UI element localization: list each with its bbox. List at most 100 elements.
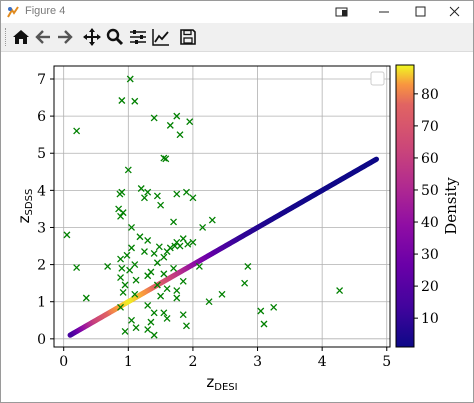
outlier-marker xyxy=(136,233,144,241)
outlier-marker xyxy=(121,327,129,335)
outlier-marker xyxy=(160,154,168,162)
outlier-marker xyxy=(189,194,197,202)
outlier-marker xyxy=(195,262,203,270)
outlier-stroke xyxy=(171,242,179,250)
y-axis-label: zSDSS xyxy=(15,189,35,224)
outlier-stroke xyxy=(144,237,152,244)
outlier-marker xyxy=(73,264,81,272)
colorbar-tick-label: 70 xyxy=(421,119,439,135)
outlier-marker xyxy=(131,97,139,105)
outlier-marker xyxy=(117,303,125,311)
figure-app-icon xyxy=(7,6,19,18)
outlier-stroke xyxy=(179,277,187,285)
outlier-stroke xyxy=(104,262,112,270)
outlier-series xyxy=(63,75,344,339)
outlier-marker xyxy=(336,287,344,295)
y-tick-label: 5 xyxy=(37,146,46,162)
axes-frame xyxy=(53,65,391,348)
outlier-marker xyxy=(153,192,161,200)
outlier-stroke xyxy=(115,205,123,213)
outlier-marker xyxy=(208,216,216,224)
outlier-stroke xyxy=(131,261,139,269)
outlier-stroke xyxy=(157,201,165,209)
outlier-stroke xyxy=(131,97,139,105)
close-button[interactable] xyxy=(437,1,473,23)
density-point xyxy=(125,299,131,305)
outlier-stroke xyxy=(186,118,194,126)
restore-tab-button[interactable] xyxy=(323,1,359,23)
colorbar-frame xyxy=(395,64,415,348)
outlier-stroke xyxy=(160,309,168,317)
outlier-stroke xyxy=(162,155,170,163)
figure-canvas[interactable]: 0 1 2 3 4 5 0 1 2 3 4 5 6 7 zDESI zSDSS 10 20 30 40 50 60… xyxy=(1,53,473,401)
y-axis: 0 1 2 3 4 5 6 7 xyxy=(37,72,54,348)
outlier-marker xyxy=(150,331,158,339)
x-axis-label: zDESI xyxy=(206,373,237,393)
outlier-stroke xyxy=(163,248,171,256)
outlier-stroke xyxy=(118,97,126,104)
outlier-marker xyxy=(162,155,170,163)
outlier-stroke xyxy=(155,243,163,251)
configure-subplots-button[interactable] xyxy=(127,26,149,48)
outlier-marker xyxy=(257,307,265,315)
outlier-marker xyxy=(184,240,192,248)
arrow-right-icon xyxy=(58,30,73,44)
outlier-marker xyxy=(186,118,194,126)
outlier-stroke xyxy=(126,266,134,274)
outlier-marker xyxy=(117,274,125,282)
arrow-left-icon xyxy=(35,30,50,44)
outlier-stroke xyxy=(141,194,148,202)
home-button[interactable] xyxy=(10,26,32,48)
outlier-stroke xyxy=(150,249,158,257)
outlier-marker xyxy=(141,194,148,202)
outlier-stroke xyxy=(173,287,181,295)
outlier-stroke xyxy=(150,114,158,122)
outlier-marker xyxy=(82,294,90,302)
outlier-stroke xyxy=(144,326,152,334)
outlier-marker xyxy=(183,188,190,196)
outlier-marker xyxy=(131,261,139,269)
edit-axis-button[interactable] xyxy=(150,26,172,48)
outlier-stroke xyxy=(118,264,126,272)
outlier-marker xyxy=(173,190,181,198)
outlier-marker xyxy=(147,318,155,326)
zoom-button[interactable] xyxy=(104,26,126,48)
outlier-marker xyxy=(179,311,187,319)
outlier-stroke xyxy=(173,294,181,302)
outlier-marker xyxy=(128,224,135,231)
outlier-stroke xyxy=(153,281,161,289)
outlier-stroke xyxy=(119,209,127,217)
outlier-stroke xyxy=(166,121,174,129)
pan-button[interactable] xyxy=(81,26,103,48)
outlier-stroke xyxy=(170,218,177,226)
y-tick-label: 4 xyxy=(37,183,46,199)
y-tick-label: 1 xyxy=(37,295,46,311)
outlier-marker xyxy=(157,201,165,209)
outlier-stroke xyxy=(63,231,71,239)
title-bar[interactable]: Figure 4 xyxy=(1,1,473,23)
y-tick-label: 6 xyxy=(37,109,46,125)
outlier-stroke xyxy=(160,154,168,162)
outlier-stroke xyxy=(121,327,129,335)
outlier-marker xyxy=(170,218,177,226)
outlier-marker xyxy=(183,322,190,330)
maximize-button[interactable] xyxy=(402,1,438,23)
minimize-button[interactable] xyxy=(366,1,402,23)
x-tick-label: 2 xyxy=(188,354,197,370)
outlier-stroke xyxy=(117,303,125,311)
save-button[interactable] xyxy=(177,26,199,48)
outlier-stroke xyxy=(160,270,168,278)
outlier-marker xyxy=(153,259,161,267)
outlier-marker xyxy=(144,326,152,334)
outlier-stroke xyxy=(153,259,161,267)
outlier-stroke xyxy=(131,290,139,298)
back-button[interactable] xyxy=(32,26,54,48)
outlier-stroke xyxy=(144,301,152,309)
colorbar-label: Density xyxy=(442,177,460,235)
outlier-marker xyxy=(121,281,129,289)
outlier-marker xyxy=(141,248,148,256)
forward-button[interactable] xyxy=(54,26,76,48)
outlier-marker xyxy=(155,243,163,251)
colorbar-tick-label: 10 xyxy=(421,311,439,327)
outlier-marker xyxy=(173,287,181,295)
